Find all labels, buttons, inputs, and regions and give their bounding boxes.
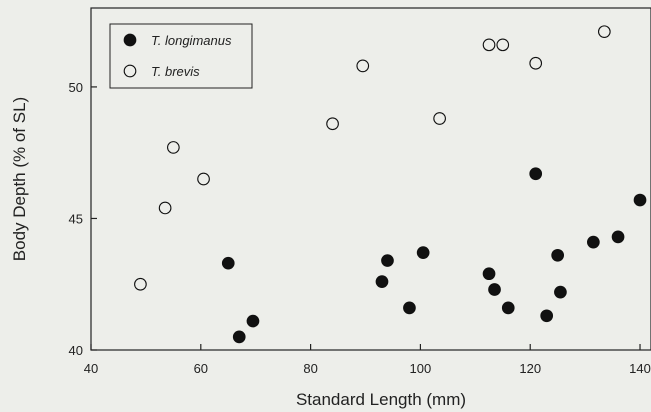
point-longimanus <box>403 301 416 315</box>
point-brevis <box>529 56 543 70</box>
x-axis-title: Standard Length (mm) <box>296 390 466 409</box>
point-longimanus <box>587 235 600 249</box>
point-brevis <box>326 117 339 131</box>
point-longimanus <box>501 301 515 315</box>
point-brevis <box>597 25 611 39</box>
point-longimanus <box>482 267 496 281</box>
point-longimanus <box>488 283 501 296</box>
y-tick-label: 50 <box>69 80 83 95</box>
y-tick-label: 40 <box>69 343 83 358</box>
legend: T. longimanus T. brevis <box>109 23 253 89</box>
x-tick-label: 80 <box>303 361 317 376</box>
point-brevis <box>356 59 370 73</box>
x-tick-label: 40 <box>84 361 98 376</box>
legend-label-longimanus: T. longimanus <box>151 33 232 48</box>
legend-box <box>109 23 253 89</box>
point-longimanus <box>540 309 554 323</box>
point-brevis <box>158 201 172 215</box>
point-longimanus <box>551 248 565 262</box>
point-longimanus <box>633 193 647 207</box>
point-brevis <box>433 112 446 125</box>
point-brevis <box>496 38 510 52</box>
x-tick-label: 60 <box>194 361 208 376</box>
point-longimanus <box>529 167 543 181</box>
point-longimanus <box>416 246 430 260</box>
point-brevis <box>482 38 496 52</box>
data-points <box>134 25 647 344</box>
point-longimanus <box>554 285 567 299</box>
legend-marker-longimanus <box>123 33 137 47</box>
x-tick-label: 100 <box>410 361 432 376</box>
point-brevis <box>134 277 147 291</box>
point-longimanus <box>611 230 625 244</box>
point-longimanus <box>246 314 260 328</box>
y-axis-title: Body Depth (% of SL) <box>10 97 29 261</box>
point-longimanus <box>221 256 235 270</box>
x-tick-label: 120 <box>519 361 541 376</box>
point-longimanus <box>381 254 394 267</box>
legend-marker-brevis <box>123 64 137 78</box>
axis-ticks: 40 60 80 100 120 140 40 45 50 <box>69 80 651 376</box>
point-brevis <box>197 172 210 186</box>
x-tick-label: 140 <box>629 361 651 376</box>
legend-label-brevis: T. brevis <box>151 64 200 79</box>
plot-frame <box>90 7 651 351</box>
point-longimanus <box>232 330 246 344</box>
point-brevis <box>167 141 180 154</box>
y-tick-label: 45 <box>69 211 83 226</box>
point-longimanus <box>375 275 389 288</box>
